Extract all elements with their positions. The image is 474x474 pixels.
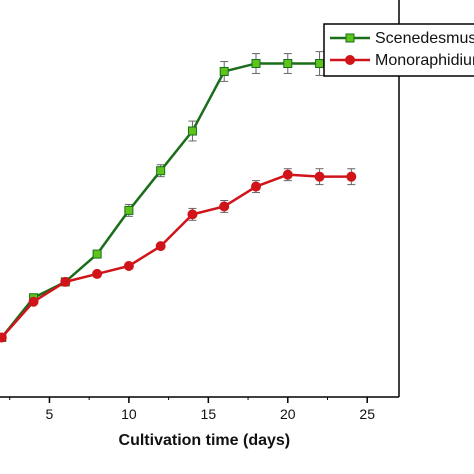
- series-layer: [0, 51, 357, 343]
- x-tick-label: 20: [280, 406, 296, 422]
- data-point: [156, 166, 166, 176]
- data-point: [251, 59, 261, 69]
- data-point: [92, 268, 103, 279]
- data-point: [123, 260, 134, 271]
- data-point: [28, 296, 39, 307]
- data-point: [314, 171, 325, 182]
- data-point: [92, 249, 102, 259]
- data-point: [282, 169, 293, 180]
- series-line: [0, 173, 352, 339]
- data-point: [60, 276, 71, 287]
- data-point: [187, 126, 197, 136]
- data-point: [124, 205, 134, 215]
- data-point: [0, 332, 7, 343]
- legend-label: Scenedesmus: [375, 30, 474, 47]
- series-line: [0, 62, 352, 339]
- data-point: [283, 59, 293, 69]
- data-point: [219, 66, 229, 76]
- legend-marker: [345, 55, 355, 65]
- data-point: [155, 241, 166, 252]
- x-axis-label: Cultivation time (days): [119, 432, 291, 449]
- legend-box: [323, 23, 474, 77]
- x-axis: 5 10 15 20 25: [9, 397, 375, 422]
- legend-marker: [345, 33, 355, 43]
- data-point: [315, 59, 325, 69]
- series-monoraphidium: [0, 168, 357, 343]
- x-tick-label: 10: [121, 406, 137, 422]
- data-point: [219, 201, 230, 212]
- data-point: [251, 181, 261, 192]
- legend: Scenedesmus Monoraphidium: [323, 23, 474, 77]
- series-scenedesmus: [0, 51, 356, 342]
- data-point: [187, 209, 198, 220]
- x-tick-label: 5: [46, 406, 54, 422]
- legend-label: Monoraphidium: [375, 52, 474, 69]
- x-tick-label: 15: [201, 406, 217, 422]
- data-point: [346, 171, 357, 182]
- x-tick-label: 25: [359, 406, 375, 422]
